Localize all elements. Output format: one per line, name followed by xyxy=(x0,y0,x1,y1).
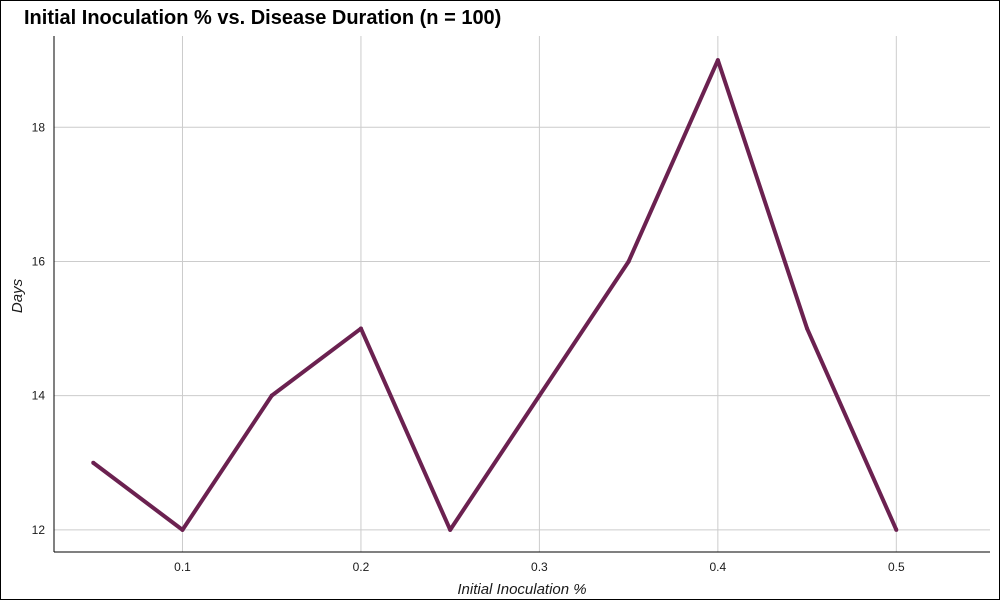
y-tick-label: 16 xyxy=(32,254,46,268)
data-point xyxy=(626,259,631,264)
x-tick-label: 0.5 xyxy=(888,560,905,574)
series-line xyxy=(92,58,899,532)
x-tick-label: 0.4 xyxy=(710,560,727,574)
series-layer xyxy=(91,58,899,532)
data-point xyxy=(180,527,185,532)
y-tick-label: 12 xyxy=(32,523,46,537)
y-tick-label: 18 xyxy=(32,120,46,134)
chart-title: Initial Inoculation % vs. Disease Durati… xyxy=(24,7,502,29)
y-axis-label: Days xyxy=(9,278,26,313)
y-tick-label: 14 xyxy=(32,389,46,403)
data-point xyxy=(448,527,453,532)
grid-layer xyxy=(54,36,990,552)
x-tick-label: 0.2 xyxy=(353,560,370,574)
data-point xyxy=(358,326,363,331)
data-point xyxy=(537,393,542,398)
x-tick-label: 0.1 xyxy=(174,560,191,574)
axis-layer xyxy=(53,36,990,553)
x-axis-label: Initial Inoculation % xyxy=(457,581,586,598)
x-tick-label: 0.3 xyxy=(531,560,548,574)
data-point xyxy=(894,527,899,532)
data-point xyxy=(805,326,810,331)
tick-layer: 0.1 0.2 0.3 0.4 0.5 12 14 16 18 xyxy=(32,120,905,574)
data-point xyxy=(715,58,720,63)
data-point xyxy=(91,460,96,465)
data-point xyxy=(269,393,274,398)
